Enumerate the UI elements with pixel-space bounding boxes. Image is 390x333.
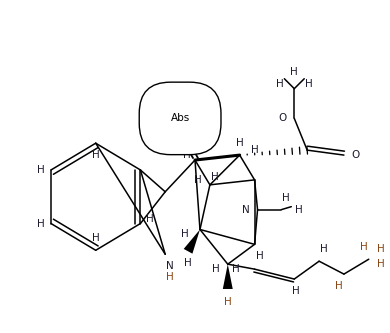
Text: O: O	[278, 114, 287, 124]
Text: H: H	[236, 138, 243, 148]
Text: H: H	[282, 193, 290, 203]
Text: H: H	[320, 244, 328, 254]
Text: H: H	[194, 175, 202, 185]
Polygon shape	[223, 264, 233, 289]
Text: H: H	[295, 205, 303, 215]
Text: O: O	[352, 150, 360, 160]
Text: H: H	[224, 297, 232, 307]
Text: H: H	[183, 150, 191, 160]
Text: N: N	[166, 261, 174, 271]
Text: H: H	[232, 264, 239, 274]
Text: H: H	[37, 165, 45, 175]
Text: H: H	[181, 229, 189, 239]
Text: H: H	[184, 258, 192, 268]
Text: H: H	[92, 233, 99, 243]
Text: H: H	[291, 67, 298, 77]
Text: H: H	[305, 79, 313, 89]
Text: H: H	[251, 145, 259, 155]
Text: H: H	[292, 286, 300, 296]
Text: H: H	[212, 264, 220, 274]
Text: H: H	[275, 79, 283, 89]
Text: N: N	[242, 205, 250, 215]
Text: H: H	[166, 272, 174, 282]
Text: H: H	[147, 213, 154, 223]
Text: H: H	[92, 150, 99, 160]
Text: H: H	[377, 259, 385, 269]
Text: Abs: Abs	[170, 114, 190, 124]
Text: H: H	[377, 244, 385, 254]
Polygon shape	[184, 229, 200, 254]
Text: H: H	[211, 172, 219, 182]
Text: H: H	[256, 251, 263, 261]
Text: H: H	[335, 281, 343, 291]
Text: H: H	[360, 242, 368, 252]
Text: H: H	[37, 218, 45, 228]
